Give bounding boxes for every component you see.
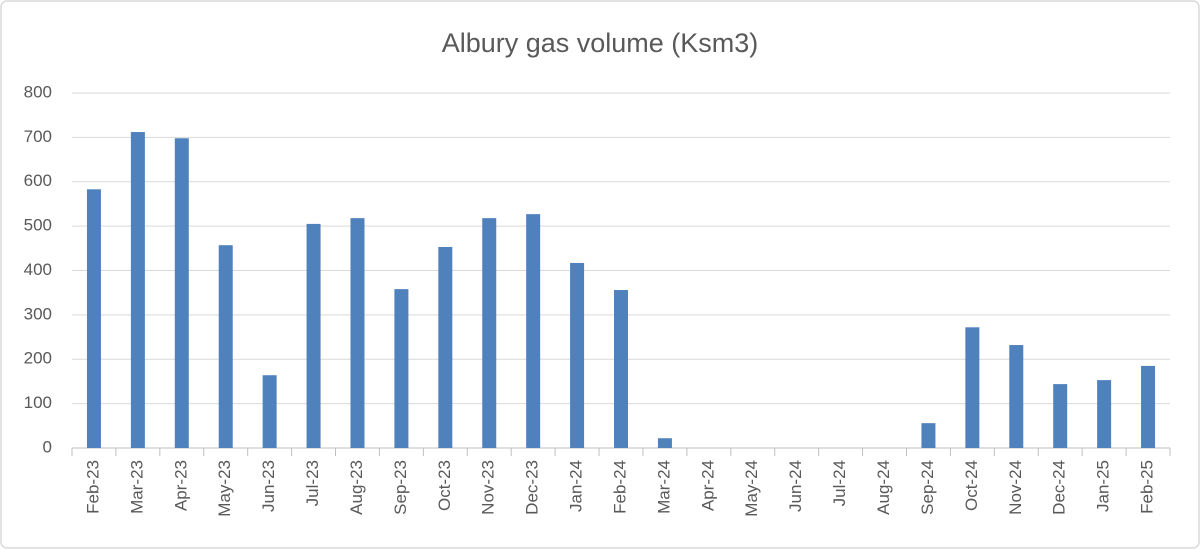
- x-tick-label: Apr-24: [698, 460, 717, 511]
- y-tick-label: 800: [24, 82, 52, 101]
- x-tick-label: Sep-24: [918, 460, 937, 515]
- bar: [262, 375, 277, 448]
- x-tick-label: Dec-23: [523, 460, 542, 515]
- x-tick-label: Jul-23: [303, 460, 322, 506]
- bar: [965, 327, 980, 448]
- x-tick-label: Nov-24: [1006, 460, 1025, 515]
- bar: [1009, 345, 1024, 448]
- bar: [526, 214, 541, 448]
- x-tick-label: May-23: [215, 460, 234, 517]
- x-tick-label: Sep-23: [391, 460, 410, 515]
- x-tick-label: Aug-24: [874, 460, 893, 515]
- bar: [130, 132, 145, 449]
- bar: [174, 138, 189, 448]
- bar: [570, 262, 585, 448]
- x-tick-label: Apr-23: [171, 460, 190, 511]
- bar: [350, 218, 365, 448]
- y-tick-label: 200: [24, 349, 52, 368]
- x-tick-label: Feb-23: [83, 460, 102, 514]
- y-tick-label: 600: [24, 171, 52, 190]
- x-tick-label: Dec-24: [1050, 460, 1069, 515]
- chart-title: Albury gas volume (Ksm3): [442, 28, 759, 58]
- y-tick-label: 500: [24, 216, 52, 235]
- x-tick-label: Jun-23: [259, 460, 278, 512]
- x-tick-label: Jul-24: [830, 460, 849, 506]
- x-tick-label: Jan-24: [567, 460, 586, 512]
- x-tick-label: Oct-23: [435, 460, 454, 511]
- bar: [614, 290, 628, 448]
- bar: [482, 218, 497, 448]
- y-tick-label: 0: [43, 437, 52, 456]
- x-tick-label: Feb-25: [1138, 460, 1157, 514]
- bar: [657, 438, 672, 448]
- x-tick-label: Mar-24: [654, 460, 673, 514]
- bar: [218, 245, 233, 448]
- bar: [394, 289, 409, 448]
- x-tick-label: Jan-25: [1094, 460, 1113, 512]
- x-tick-label: Feb-24: [610, 460, 629, 514]
- bar: [1053, 384, 1068, 448]
- bar: [86, 189, 101, 448]
- x-tick-label: Nov-23: [479, 460, 498, 515]
- bar: [921, 423, 936, 448]
- y-tick-label: 100: [24, 393, 52, 412]
- x-tick-label: Jun-24: [786, 460, 805, 512]
- y-tick-label: 400: [24, 260, 52, 279]
- bar: [438, 246, 453, 448]
- bar: [1097, 380, 1112, 448]
- x-tick-label: Mar-23: [127, 460, 146, 514]
- bar: [306, 223, 321, 448]
- x-tick-label: Aug-23: [347, 460, 366, 515]
- bar: [1141, 365, 1156, 448]
- x-tick-label: May-24: [742, 460, 761, 517]
- y-tick-label: 300: [24, 304, 52, 323]
- x-tick-label: Oct-24: [962, 460, 981, 511]
- y-tick-label: 700: [24, 127, 52, 146]
